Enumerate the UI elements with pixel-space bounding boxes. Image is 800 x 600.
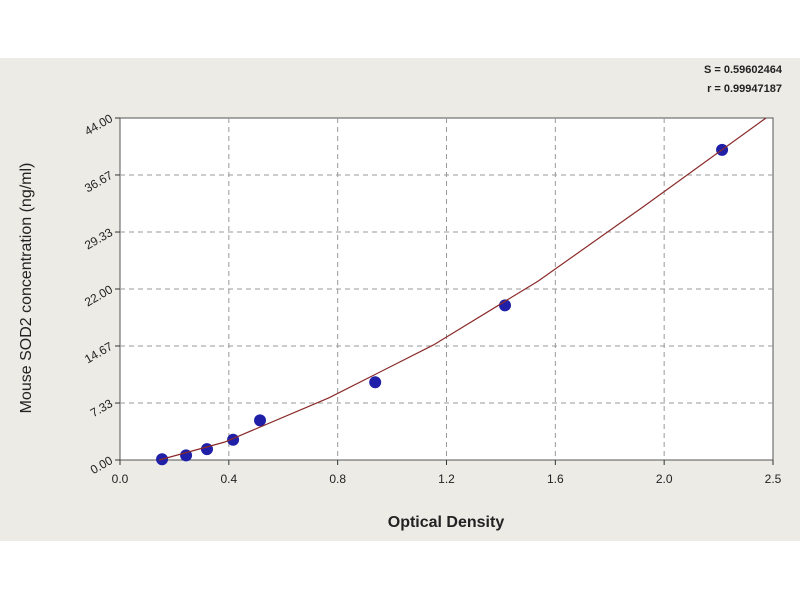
x-axis-label: Optical Density [388, 514, 505, 531]
x-tick-label: 1.2 [438, 472, 455, 486]
x-tick-label: 1.6 [547, 472, 564, 486]
data-point [499, 299, 512, 312]
y-axis-label: Mouse SOD2 concentration (ng/ml) [18, 163, 35, 414]
data-point [254, 414, 267, 427]
x-tick-label: 2.5 [765, 472, 782, 486]
fit-curve [159, 117, 767, 461]
x-tick-label: 2.0 [656, 472, 673, 486]
x-tick-label: 0.8 [329, 472, 346, 486]
data-point [200, 443, 213, 456]
x-tick-label: 0.0 [112, 472, 129, 486]
annotation: S = 0.59602464 [704, 64, 783, 76]
data-point [369, 376, 382, 389]
x-tick-label: 0.4 [220, 472, 237, 486]
annotation: r = 0.99947187 [707, 83, 782, 95]
